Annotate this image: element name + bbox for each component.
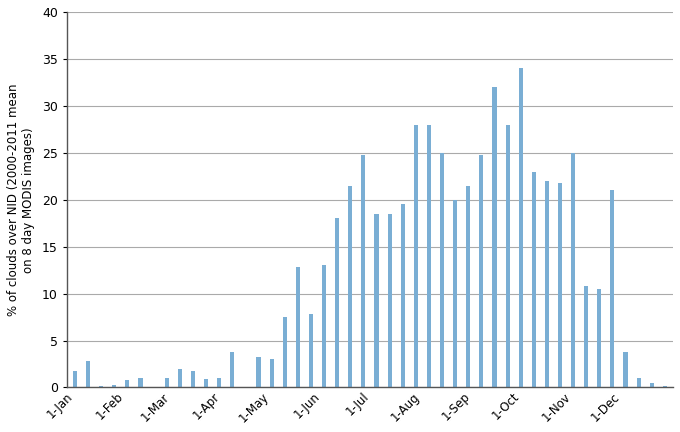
Bar	[322, 265, 326, 388]
Bar	[440, 153, 444, 388]
Bar	[427, 124, 431, 388]
Bar	[571, 153, 575, 388]
Bar	[505, 124, 509, 388]
Bar	[152, 387, 156, 388]
Bar	[479, 155, 483, 388]
Bar	[296, 267, 300, 388]
Bar	[256, 357, 260, 388]
Bar	[519, 68, 523, 388]
Bar	[597, 289, 601, 388]
Bar	[269, 359, 273, 388]
Bar	[335, 219, 339, 388]
Bar	[348, 186, 352, 388]
Bar	[177, 368, 182, 388]
Bar	[413, 124, 418, 388]
Bar	[204, 379, 208, 388]
Bar	[532, 172, 536, 388]
Bar	[361, 155, 365, 388]
Bar	[309, 314, 313, 388]
Bar	[283, 317, 287, 388]
Bar	[466, 186, 471, 388]
Bar	[624, 352, 628, 388]
Bar	[649, 383, 653, 388]
Bar	[231, 352, 235, 388]
Bar	[139, 378, 143, 388]
Bar	[558, 183, 562, 388]
Bar	[73, 371, 77, 388]
Bar	[388, 214, 392, 388]
Bar	[217, 378, 221, 388]
Bar	[584, 286, 588, 388]
Y-axis label: % of clouds over NID (2000-2011 mean
on 8 day MODIS images): % of clouds over NID (2000-2011 mean on …	[7, 83, 35, 316]
Bar	[663, 386, 667, 388]
Bar	[453, 200, 457, 388]
Bar	[243, 387, 248, 388]
Bar	[545, 181, 549, 388]
Bar	[99, 386, 103, 388]
Bar	[165, 378, 169, 388]
Bar	[191, 372, 195, 388]
Bar	[636, 378, 641, 388]
Bar	[375, 214, 379, 388]
Bar	[86, 361, 90, 388]
Bar	[125, 380, 129, 388]
Bar	[611, 191, 615, 388]
Bar	[112, 384, 116, 388]
Bar	[401, 204, 405, 388]
Bar	[492, 87, 496, 388]
